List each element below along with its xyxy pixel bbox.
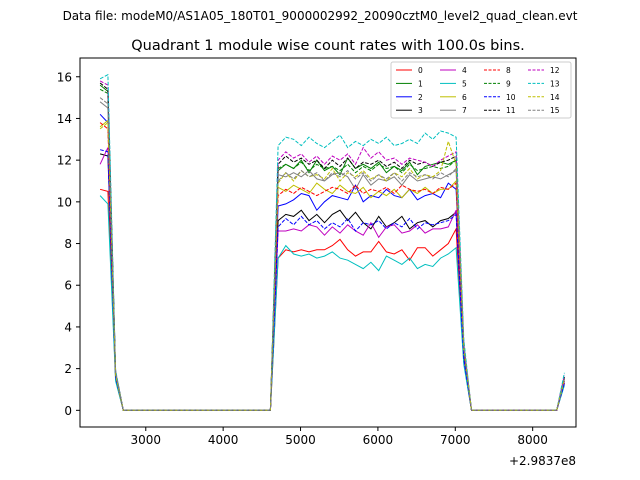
series-line-10 bbox=[99, 149, 565, 411]
y-tick-label: 8 bbox=[64, 237, 72, 251]
x-offset-label: +2.9837e8 bbox=[509, 454, 576, 468]
legend-label-2: 2 bbox=[418, 93, 423, 102]
axes-frame bbox=[79, 57, 577, 428]
suptitle: Data file: modeM0/AS1A05_180T01_90000029… bbox=[63, 9, 578, 23]
legend-box bbox=[390, 61, 572, 119]
legend-label-15: 15 bbox=[550, 106, 560, 115]
plot-area bbox=[99, 73, 565, 411]
legend-label-10: 10 bbox=[506, 93, 516, 102]
series-line-5 bbox=[99, 195, 565, 411]
legend-label-3: 3 bbox=[418, 106, 423, 115]
legend-label-6: 6 bbox=[462, 93, 467, 102]
legend-label-4: 4 bbox=[462, 66, 467, 75]
y-tick-label: 2 bbox=[64, 362, 72, 376]
legend-label-14: 14 bbox=[550, 93, 560, 102]
y-tick-label: 10 bbox=[57, 195, 72, 209]
y-tick-label: 6 bbox=[64, 279, 72, 293]
y-tick-label: 14 bbox=[57, 112, 72, 126]
x-tick-label: 8000 bbox=[517, 433, 548, 447]
series-line-9 bbox=[99, 88, 565, 411]
y-tick-label: 0 bbox=[64, 404, 72, 418]
series-line-14 bbox=[99, 121, 565, 411]
x-tick-label: 5000 bbox=[285, 433, 316, 447]
x-tick-label: 6000 bbox=[363, 433, 394, 447]
legend-label-7: 7 bbox=[462, 106, 467, 115]
legend-label-13: 13 bbox=[550, 79, 560, 88]
x-tick-label: 7000 bbox=[440, 433, 471, 447]
y-tick-label: 12 bbox=[57, 154, 72, 168]
y-tick-label: 16 bbox=[57, 70, 72, 84]
legend-label-1: 1 bbox=[418, 79, 423, 88]
legend-label-0: 0 bbox=[418, 66, 423, 75]
series-line-15 bbox=[99, 97, 565, 411]
x-tick-label: 3000 bbox=[130, 433, 161, 447]
legend-label-5: 5 bbox=[462, 79, 467, 88]
series-line-4 bbox=[99, 147, 565, 411]
chart-title: Quadrant 1 module wise count rates with … bbox=[131, 38, 525, 54]
x-tick-label: 4000 bbox=[208, 433, 239, 447]
legend-label-11: 11 bbox=[506, 106, 516, 115]
axes: 3000 4000 5000 6000 7000 8000+2.9837e80246810… bbox=[57, 57, 577, 468]
series-line-8 bbox=[99, 122, 565, 411]
y-tick-label: 4 bbox=[64, 320, 72, 334]
legend-label-12: 12 bbox=[550, 66, 560, 75]
series-line-13 bbox=[99, 73, 565, 411]
legend-label-8: 8 bbox=[506, 66, 511, 75]
legend-label-9: 9 bbox=[506, 79, 511, 88]
